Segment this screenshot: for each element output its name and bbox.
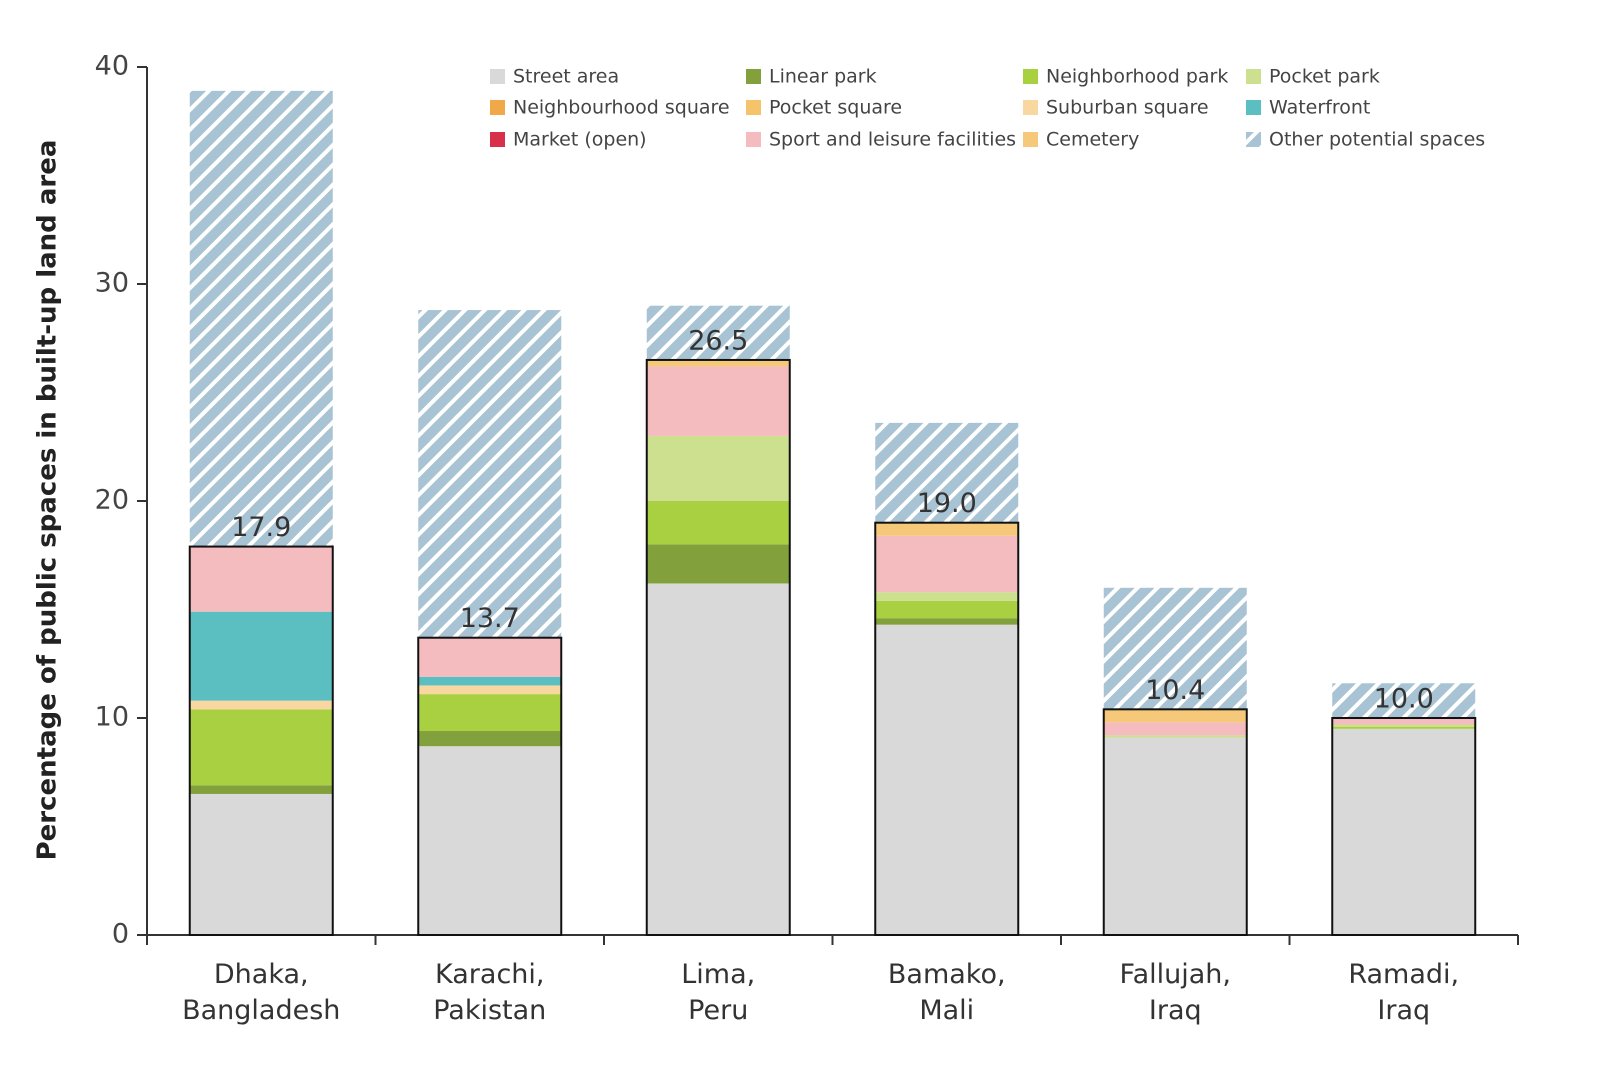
bar-segment xyxy=(1103,709,1247,723)
total-label: 19.0 xyxy=(917,488,977,519)
legend-label: Other potential spaces xyxy=(1269,129,1485,151)
bar-segment xyxy=(1103,722,1247,736)
bar-segment xyxy=(646,359,790,367)
bar-segment xyxy=(418,310,562,638)
legend-swatch xyxy=(746,100,761,115)
bar-segment xyxy=(189,793,333,935)
bar-segment xyxy=(189,709,333,786)
y-axis-label: Percentage of public spaces in built-up … xyxy=(33,140,63,861)
total-label: 26.5 xyxy=(688,325,748,356)
bar-segment xyxy=(1332,724,1476,727)
total-outline xyxy=(1331,717,1477,936)
x-tick-label: Lima, Peru xyxy=(681,959,755,1026)
legend-label: Waterfront xyxy=(1269,97,1370,119)
bar-segment xyxy=(418,637,562,677)
legend-swatch xyxy=(490,69,505,84)
bar-segment xyxy=(1332,728,1476,935)
bar-segment xyxy=(875,522,1019,536)
y-tick-label: 10 xyxy=(95,702,129,733)
legend-swatch xyxy=(1246,100,1261,115)
bar-segment xyxy=(1332,683,1476,718)
bar-segment xyxy=(418,746,562,935)
bar-segment xyxy=(646,583,790,935)
legend-swatch xyxy=(1246,69,1261,84)
total-outline xyxy=(417,636,563,937)
legend-swatch xyxy=(1246,132,1261,147)
legend-swatch xyxy=(1023,132,1038,147)
bar-segment xyxy=(189,611,333,701)
legend-label: Linear park xyxy=(769,66,877,88)
legend-label: Market (open) xyxy=(513,129,647,151)
bar-segment xyxy=(189,90,333,547)
total-outline xyxy=(188,545,334,936)
bar-segment xyxy=(418,685,562,695)
bar-segment xyxy=(418,731,562,747)
legend-swatch xyxy=(1023,100,1038,115)
x-tick-label: Fallujah, Iraq xyxy=(1120,959,1231,1026)
legend-label: Sport and leisure facilities xyxy=(769,129,1016,151)
total-label: 13.7 xyxy=(460,603,520,634)
total-label: 10.0 xyxy=(1374,684,1434,715)
bar-segment xyxy=(646,544,790,584)
y-tick-label: 20 xyxy=(95,485,129,516)
bar-segment xyxy=(189,546,333,612)
y-tick-label: 30 xyxy=(95,268,129,299)
bar-segment xyxy=(189,785,333,794)
legend-swatch xyxy=(1023,69,1038,84)
bar-segment xyxy=(875,535,1019,593)
bar-segment xyxy=(646,305,790,360)
legend-label: Street area xyxy=(513,66,619,88)
legend-label: Neighborhood park xyxy=(1046,66,1228,88)
bar-segment xyxy=(646,435,790,501)
y-tick-label: 40 xyxy=(95,51,129,82)
legend-swatch xyxy=(490,132,505,147)
bar-segment xyxy=(646,366,790,436)
bar-segment xyxy=(1103,737,1247,935)
bar-segment xyxy=(875,624,1019,935)
legend-swatch xyxy=(490,100,505,115)
bar-segment xyxy=(1332,726,1476,729)
total-outline xyxy=(874,521,1020,936)
legend-label: Cemetery xyxy=(1046,129,1139,151)
total-label: 10.4 xyxy=(1145,675,1205,706)
bar-segment xyxy=(418,676,562,686)
bar-segment xyxy=(1103,587,1247,710)
total-outline xyxy=(645,358,791,936)
legend-label: Pocket park xyxy=(1269,66,1380,88)
legend-label: Neighbourhood square xyxy=(513,97,730,119)
legend-swatch xyxy=(746,69,761,84)
bar-segment xyxy=(875,600,1019,619)
bar-segment xyxy=(189,700,333,710)
bar-segment xyxy=(646,501,790,545)
total-label: 17.9 xyxy=(231,512,291,543)
x-tick-label: Karachi, Pakistan xyxy=(433,959,546,1026)
bar-segment xyxy=(875,618,1019,625)
bar-segment xyxy=(418,694,562,732)
bar-segment xyxy=(1332,718,1476,725)
legend-label: Suburban square xyxy=(1046,97,1209,119)
bar-segment xyxy=(1103,735,1247,738)
total-outline xyxy=(1102,708,1248,936)
legend-swatch xyxy=(746,132,761,147)
y-tick-label: 0 xyxy=(112,919,129,950)
x-tick-label: Dhaka, Bangladesh xyxy=(182,959,340,1026)
bar-segment xyxy=(875,592,1019,601)
x-tick-label: Ramadi, Iraq xyxy=(1348,959,1459,1026)
legend-label: Pocket square xyxy=(769,97,902,119)
bar-segment xyxy=(875,422,1019,523)
x-tick-label: Bamako, Mali xyxy=(888,959,1006,1026)
